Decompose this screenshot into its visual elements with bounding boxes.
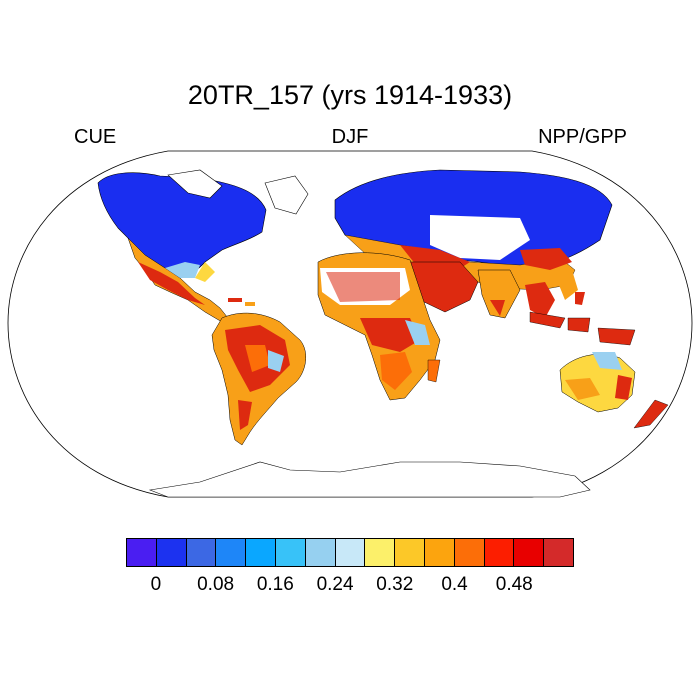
new-zealand (633, 399, 669, 429)
colorbar-box (395, 539, 425, 566)
colorbar-box (454, 539, 485, 566)
colorbar-box (246, 539, 276, 566)
africa (317, 252, 441, 401)
north-america (97, 169, 309, 323)
colorbar-box (127, 539, 157, 566)
season-label: DJF (331, 126, 369, 148)
colorbar-tick-label: 0.24 (316, 574, 354, 595)
caribbean (228, 298, 255, 306)
colorbar-box (365, 539, 396, 566)
south-asia (407, 261, 578, 319)
colorbar (126, 538, 574, 567)
map-title: 20TR_157 (yrs 1914-1933) (187, 80, 513, 110)
south-america (211, 312, 307, 446)
antarctica (148, 461, 591, 498)
colorbar-tick-label: 0.4 (441, 574, 468, 595)
colorbar-tick-label: 0 (150, 574, 162, 595)
colorbar-box (424, 539, 455, 566)
colorbar-tick-label: 0.16 (256, 574, 294, 595)
colorbar-box (275, 539, 306, 566)
units-label: NPP/GPP (538, 126, 627, 148)
colorbar-box (216, 539, 247, 566)
colorbar-box (156, 539, 187, 566)
australia (559, 352, 636, 413)
colorbar-box (484, 539, 515, 566)
colorbar-box (544, 539, 573, 566)
variable-label: CUE (74, 126, 117, 148)
colorbar-tick-label: 0.48 (495, 574, 533, 595)
colorbar-box (335, 539, 366, 566)
colorbar-box (186, 539, 217, 566)
colorbar-box (305, 539, 336, 566)
indonesia (529, 292, 636, 346)
colorbar-tick-label: 0.08 (197, 574, 235, 595)
colorbar-box (514, 539, 545, 566)
colorbar-tick-label: 0.32 (376, 574, 414, 595)
